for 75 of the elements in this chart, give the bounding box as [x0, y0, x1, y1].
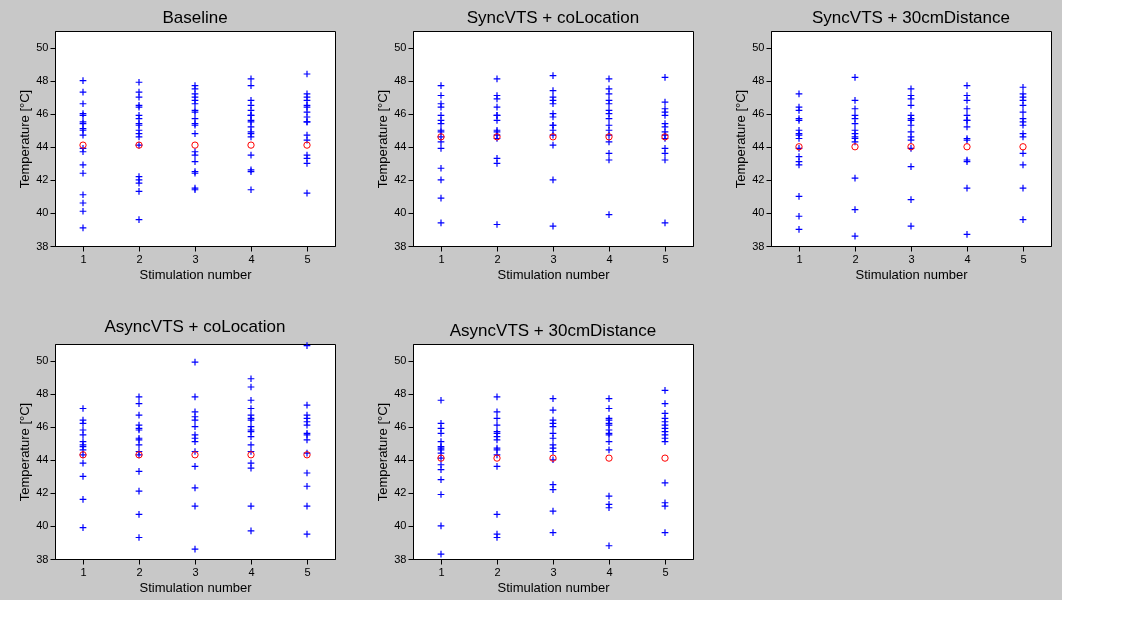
y-tick-label: 44 [394, 453, 407, 466]
x-tick-label: 3 [192, 252, 199, 265]
x-tick-label: 1 [80, 252, 87, 265]
y-tick-label: 38 [36, 239, 49, 252]
chart-title: AsyncVTS + 30cmDistance [449, 321, 657, 340]
y-tick-label: 42 [394, 173, 407, 186]
chart-title: Baseline [162, 8, 228, 27]
y-tick-label: 50 [36, 41, 49, 54]
x-tick-label: 3 [192, 565, 199, 578]
x-tick-label: 2 [136, 252, 143, 265]
y-tick-label: 42 [36, 173, 49, 186]
y-axis-title: Temperature [°C] [733, 89, 749, 189]
y-tick-label: 50 [36, 354, 49, 367]
y-tick-label: 40 [394, 206, 407, 219]
y-tick-label: 38 [394, 239, 407, 252]
x-axis-title: Stimulation number [855, 266, 969, 282]
y-tick-label: 40 [36, 519, 49, 532]
x-tick-label: 3 [550, 565, 557, 578]
x-tick-label: 3 [550, 252, 557, 265]
y-axis-title: Temperature [°C] [17, 89, 33, 189]
x-tick-label: 4 [606, 565, 613, 578]
y-tick-label: 46 [752, 107, 765, 120]
y-tick-label: 44 [36, 453, 49, 466]
x-axis-title: Stimulation number [139, 266, 253, 282]
x-tick-label: 5 [304, 565, 311, 578]
y-tick-label: 40 [36, 206, 49, 219]
y-axis-title: Temperature [°C] [375, 402, 391, 502]
y-tick-label: 46 [394, 420, 407, 433]
x-tick-label: 2 [852, 252, 859, 265]
x-tick-label: 4 [248, 252, 255, 265]
y-tick-label: 44 [394, 140, 407, 153]
x-tick-label: 5 [304, 252, 311, 265]
x-axis-title: Stimulation number [139, 579, 253, 595]
y-tick-label: 48 [36, 74, 49, 87]
x-axis-title: Stimulation number [497, 266, 611, 282]
y-tick-label: 38 [752, 239, 765, 252]
y-tick-label: 44 [36, 140, 49, 153]
y-axis-title: Temperature [°C] [375, 89, 391, 189]
x-tick-label: 5 [662, 252, 669, 265]
y-tick-label: 42 [36, 486, 49, 499]
y-tick-label: 38 [394, 552, 407, 565]
y-tick-label: 42 [394, 486, 407, 499]
y-tick-label: 42 [752, 173, 765, 186]
chart-title: SyncVTS + 30cmDistance [812, 8, 1010, 27]
y-tick-label: 40 [752, 206, 765, 219]
y-tick-label: 40 [394, 519, 407, 532]
x-tick-label: 3 [908, 252, 915, 265]
y-tick-label: 46 [36, 107, 49, 120]
y-tick-label: 44 [752, 140, 765, 153]
y-tick-label: 50 [394, 354, 407, 367]
y-tick-label: 48 [394, 74, 407, 87]
chart-title: AsyncVTS + coLocation [104, 316, 286, 336]
y-tick-label: 50 [752, 41, 765, 54]
chart-title: SyncVTS + coLocation [466, 8, 640, 27]
x-tick-label: 4 [248, 565, 255, 578]
x-tick-label: 1 [80, 565, 87, 578]
x-tick-label: 2 [494, 252, 501, 265]
x-tick-label: 1 [796, 252, 803, 265]
y-axis-title: Temperature [°C] [17, 402, 33, 502]
y-tick-label: 46 [394, 107, 407, 120]
x-tick-label: 4 [606, 252, 613, 265]
x-tick-label: 1 [438, 252, 445, 265]
x-tick-label: 5 [1020, 252, 1027, 265]
y-tick-label: 38 [36, 552, 49, 565]
x-tick-label: 5 [662, 565, 669, 578]
y-tick-label: 48 [394, 387, 407, 400]
x-tick-label: 2 [494, 565, 501, 578]
y-tick-label: 48 [752, 74, 765, 87]
y-tick-label: 50 [394, 41, 407, 54]
y-tick-label: 48 [36, 387, 49, 400]
x-tick-label: 4 [964, 252, 971, 265]
y-tick-label: 46 [36, 420, 49, 433]
x-tick-label: 1 [438, 565, 445, 578]
x-axis-title: Stimulation number [497, 579, 611, 595]
x-tick-label: 2 [136, 565, 143, 578]
